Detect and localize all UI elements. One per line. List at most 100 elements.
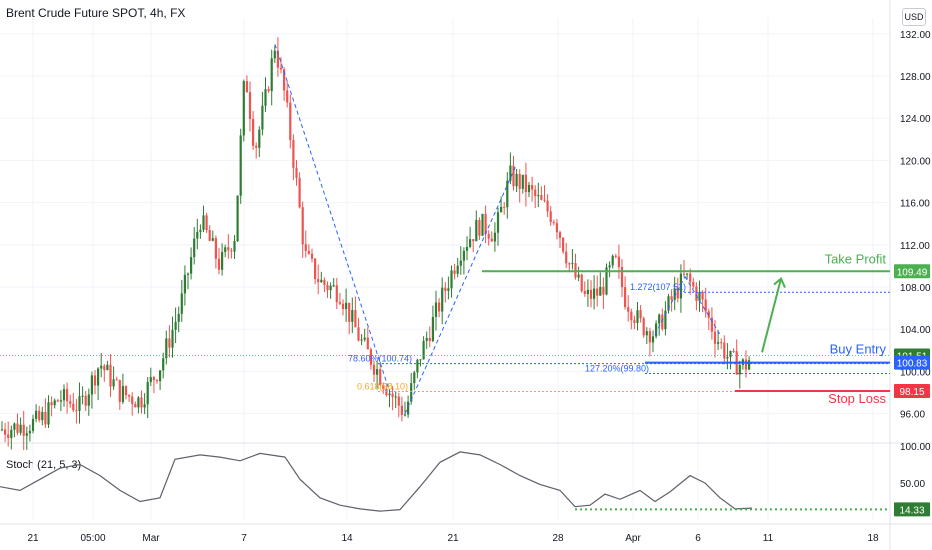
candle-body bbox=[500, 206, 503, 213]
candle-body bbox=[286, 90, 289, 103]
candle-body bbox=[115, 379, 118, 381]
buy-entry-tag-text: 100.83 bbox=[897, 359, 928, 370]
candle-body bbox=[558, 232, 562, 238]
candle-body bbox=[487, 234, 490, 239]
candle-body bbox=[586, 289, 589, 294]
candle-body bbox=[239, 135, 242, 196]
x-tick-label: 11 bbox=[763, 533, 774, 544]
candle-body bbox=[131, 396, 134, 404]
candle-body bbox=[444, 287, 447, 291]
candle-body bbox=[202, 215, 205, 230]
candle-body bbox=[713, 331, 717, 344]
candle-body bbox=[376, 369, 379, 375]
candle-body bbox=[230, 250, 233, 252]
candle-body bbox=[233, 241, 236, 252]
candle-body bbox=[190, 257, 193, 274]
candle-body bbox=[345, 302, 348, 309]
x-tick-label: 21 bbox=[447, 533, 459, 544]
y-tick-label: 96.00 bbox=[900, 410, 925, 421]
candle-body bbox=[128, 395, 131, 397]
candle-body bbox=[617, 256, 620, 268]
candle-body bbox=[72, 403, 75, 411]
candle-body bbox=[177, 313, 180, 322]
stoch-value-tag bbox=[894, 502, 930, 517]
candle-body bbox=[31, 418, 35, 431]
candle-body bbox=[106, 364, 109, 371]
candle-body bbox=[298, 177, 301, 208]
candle-body bbox=[611, 255, 614, 266]
candle-body bbox=[301, 207, 304, 245]
candle-body bbox=[351, 310, 354, 322]
take-profit-tag-text: 109.49 bbox=[897, 267, 928, 278]
candle-body bbox=[512, 165, 515, 187]
candle-body bbox=[493, 232, 496, 242]
y-tick-label: 100.00 bbox=[900, 367, 931, 378]
candle-body bbox=[692, 281, 695, 287]
candle-body bbox=[314, 258, 317, 280]
candle-body bbox=[549, 211, 552, 223]
x-tick-label: Apr bbox=[625, 533, 641, 544]
candle-body bbox=[593, 288, 596, 299]
candle-body bbox=[97, 368, 100, 386]
candle-body bbox=[726, 357, 729, 359]
fib-label: 1.272(107.51) bbox=[630, 282, 686, 292]
candle-body bbox=[602, 286, 605, 295]
candle-body bbox=[394, 396, 397, 398]
candle-body bbox=[180, 293, 183, 314]
candle-body bbox=[472, 239, 475, 242]
candle-body bbox=[16, 423, 19, 433]
candle-body bbox=[400, 405, 403, 415]
swing-line bbox=[654, 276, 686, 335]
x-tick-label: 7 bbox=[241, 533, 247, 544]
candle-body bbox=[193, 238, 196, 258]
currency-button[interactable]: USD bbox=[902, 8, 926, 26]
candle-body bbox=[87, 394, 90, 406]
candle-body bbox=[456, 265, 459, 274]
candle-body bbox=[35, 410, 38, 419]
candle-body bbox=[531, 184, 534, 190]
candle-body bbox=[382, 384, 385, 390]
candle-body bbox=[633, 320, 636, 323]
candle-body bbox=[245, 81, 248, 93]
candle-body bbox=[469, 239, 472, 247]
fib-label: 127.20%(99.80) bbox=[585, 364, 649, 374]
candle-body bbox=[686, 273, 689, 275]
candle-body bbox=[391, 393, 394, 398]
candle-body bbox=[624, 287, 627, 308]
candle-body bbox=[273, 50, 276, 59]
candle-body bbox=[410, 383, 413, 402]
candle-body bbox=[19, 424, 22, 433]
candle-body bbox=[252, 118, 255, 146]
swing-line bbox=[274, 44, 391, 393]
candle-body bbox=[332, 285, 335, 287]
candle-body bbox=[490, 238, 493, 242]
fib-label: 78.60%(100.74) bbox=[348, 354, 412, 364]
candle-body bbox=[270, 58, 273, 92]
candle-body bbox=[509, 165, 512, 181]
candle-body bbox=[661, 314, 664, 330]
y-tick-label: 128.00 bbox=[900, 72, 931, 83]
candle-body bbox=[140, 397, 143, 408]
candle-body bbox=[655, 323, 658, 337]
candle-body bbox=[465, 246, 469, 251]
x-tick-label: 18 bbox=[867, 533, 879, 544]
candle-body bbox=[242, 81, 245, 136]
candle-body bbox=[574, 263, 577, 278]
candle-body bbox=[534, 189, 537, 197]
x-tick-label: 21 bbox=[27, 533, 39, 544]
candle-body bbox=[124, 386, 128, 396]
candle-body bbox=[580, 274, 583, 292]
candle-body bbox=[701, 292, 704, 300]
candle-body bbox=[320, 279, 323, 283]
candle-body bbox=[335, 285, 338, 303]
candle-body bbox=[174, 321, 177, 330]
candle-body bbox=[217, 258, 221, 270]
candle-body bbox=[366, 337, 369, 350]
candle-body bbox=[75, 410, 78, 412]
candle-body bbox=[143, 404, 146, 408]
level-label: Take Profit bbox=[825, 251, 887, 266]
candle-body bbox=[10, 429, 13, 438]
candle-body bbox=[667, 296, 670, 311]
candle-body bbox=[81, 395, 84, 397]
